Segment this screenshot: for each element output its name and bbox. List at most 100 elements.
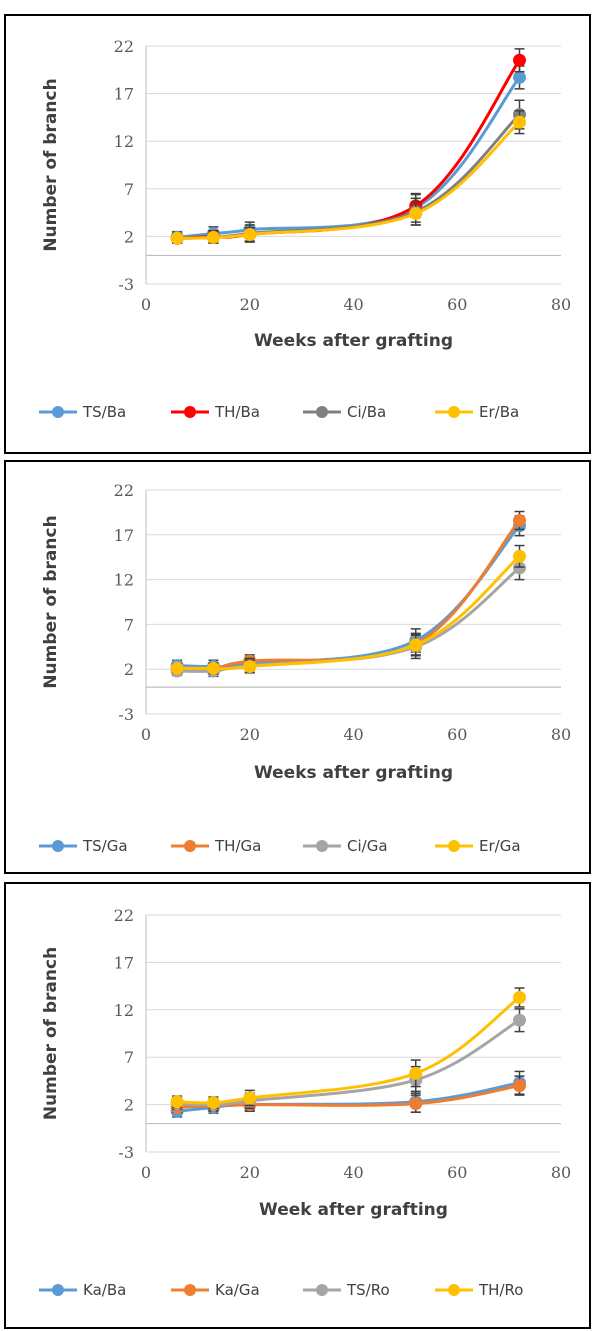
y-tick-label: 12 xyxy=(114,1001,134,1020)
x-tick-label: 80 xyxy=(551,295,571,314)
data-point xyxy=(170,231,184,245)
x-tick-label: 20 xyxy=(240,295,260,314)
legend-label: TH/Ga xyxy=(214,837,261,855)
legend-item: TS/Ba xyxy=(39,403,126,421)
data-point xyxy=(513,1079,526,1093)
x-tick-label: 60 xyxy=(447,1163,467,1182)
data-point xyxy=(513,990,526,1004)
series-line-Ci/Ga xyxy=(177,566,521,673)
y-tick-label: 17 xyxy=(114,953,134,972)
x-tick-label: 0 xyxy=(141,725,151,744)
legend-swatch-marker xyxy=(52,1284,64,1296)
y-tick-label: -3 xyxy=(118,275,134,294)
legend-swatch-marker xyxy=(316,1284,328,1296)
legend-swatch-marker xyxy=(448,840,460,852)
legend-label: TS/Ga xyxy=(82,837,128,855)
x-tick-label: 20 xyxy=(240,1163,260,1182)
y-tick-label: 7 xyxy=(124,180,134,199)
x-tick-label: 0 xyxy=(141,1163,151,1182)
legend-item: Ka/Ba xyxy=(39,1281,126,1299)
legend-label: Er/Ga xyxy=(479,837,521,855)
legend-label: TH/Ba xyxy=(214,403,260,421)
x-tick-label: 80 xyxy=(551,1163,571,1182)
y-tick-label: 12 xyxy=(114,571,134,590)
legend-label: Ci/Ga xyxy=(347,837,388,855)
legend-swatch-marker xyxy=(448,1284,460,1296)
chart-1: -3 2 7 12 17 22 0 20 40 60 80 Number of branch Weeks… xyxy=(39,37,571,421)
legend-swatch-marker xyxy=(448,406,460,418)
data-point xyxy=(409,207,423,221)
x-tick-label: 60 xyxy=(447,725,467,744)
data-point xyxy=(243,660,257,674)
x-axis-title: Weeks after grafting xyxy=(254,331,453,351)
x-tick-label: 60 xyxy=(447,295,467,314)
legend-item: TS/Ga xyxy=(39,837,128,855)
series-line-TH/Ro xyxy=(177,996,521,1105)
data-point xyxy=(409,638,423,652)
y-tick-label: 2 xyxy=(124,1096,134,1115)
data-point xyxy=(513,513,526,527)
legend-item: Ci/Ga xyxy=(303,837,388,855)
y-tick-label: 7 xyxy=(124,1048,134,1067)
y-axis-title: Number of branch xyxy=(41,947,61,1120)
legend-swatch-marker xyxy=(316,840,328,852)
data-point xyxy=(409,1066,423,1080)
legend-label: Ka/Ga xyxy=(215,1281,260,1299)
legend-swatch-marker xyxy=(184,406,196,418)
data-point xyxy=(513,115,526,129)
legend-label: TH/Ro xyxy=(478,1281,523,1299)
series-line-TS/Ro xyxy=(177,1018,521,1107)
series-line-Er/Ba xyxy=(177,121,521,240)
legend-swatch-marker xyxy=(184,840,196,852)
legend-item: TH/Ga xyxy=(171,837,261,855)
data-point xyxy=(170,1095,184,1109)
series-line-TH/Ba xyxy=(177,59,521,240)
y-tick-label: 22 xyxy=(114,906,134,925)
legend-label: TS/Ba xyxy=(82,403,126,421)
data-point xyxy=(513,53,526,67)
data-point xyxy=(243,227,257,241)
legend-item: TS/Ro xyxy=(303,1281,390,1299)
x-tick-label: 40 xyxy=(343,1163,363,1182)
legend-swatch-marker xyxy=(52,406,64,418)
data-point xyxy=(513,70,526,84)
data-point xyxy=(513,1013,526,1027)
legend-label: TS/Ro xyxy=(346,1281,390,1299)
series-line-Er/Ga xyxy=(177,555,521,671)
x-tick-label: 80 xyxy=(551,725,571,744)
y-tick-label: 2 xyxy=(124,227,134,246)
y-tick-label: -3 xyxy=(118,705,134,724)
series-line-TS/Ba xyxy=(176,76,521,239)
chart-panel-3: -3 2 7 12 17 22 0 20 40 60 80 Number of branch Week … xyxy=(4,882,591,1329)
legend-item: Ka/Ga xyxy=(171,1281,260,1299)
legend-label: Er/Ba xyxy=(479,403,519,421)
x-axis-title: Week after grafting xyxy=(259,1200,448,1220)
chart-3: -3 2 7 12 17 22 0 20 40 60 80 Number of branch Week … xyxy=(39,906,571,1299)
y-tick-label: 12 xyxy=(114,132,134,151)
y-axis-title: Number of branch xyxy=(41,78,61,251)
x-axis-title: Weeks after grafting xyxy=(254,763,453,783)
x-tick-label: 20 xyxy=(240,725,260,744)
y-tick-label: 22 xyxy=(114,481,134,500)
series-line-TH/Ga xyxy=(177,519,521,672)
legend-label: Ka/Ba xyxy=(83,1281,126,1299)
legend-item: Er/Ga xyxy=(435,837,521,855)
legend-swatch-marker xyxy=(52,840,64,852)
y-tick-label: 17 xyxy=(114,526,134,545)
legend-item: TH/Ba xyxy=(171,403,260,421)
data-point xyxy=(206,661,220,675)
chart-panel-2: -3 2 7 12 17 22 0 20 40 60 80 Number of branch Weeks… xyxy=(4,460,591,874)
x-tick-label: 40 xyxy=(343,725,363,744)
data-point xyxy=(409,1097,423,1111)
x-tick-label: 0 xyxy=(141,295,151,314)
data-point xyxy=(243,1091,257,1105)
y-tick-label: 2 xyxy=(124,660,134,679)
y-tick-label: 7 xyxy=(124,615,134,634)
data-point xyxy=(513,549,526,563)
data-point xyxy=(170,661,184,675)
legend-item: Er/Ba xyxy=(435,403,519,421)
y-tick-label: 17 xyxy=(114,85,134,104)
chart-2: -3 2 7 12 17 22 0 20 40 60 80 Number of branch Weeks… xyxy=(39,481,571,855)
legend-item: TH/Ro xyxy=(435,1281,523,1299)
y-tick-label: -3 xyxy=(118,1143,134,1162)
